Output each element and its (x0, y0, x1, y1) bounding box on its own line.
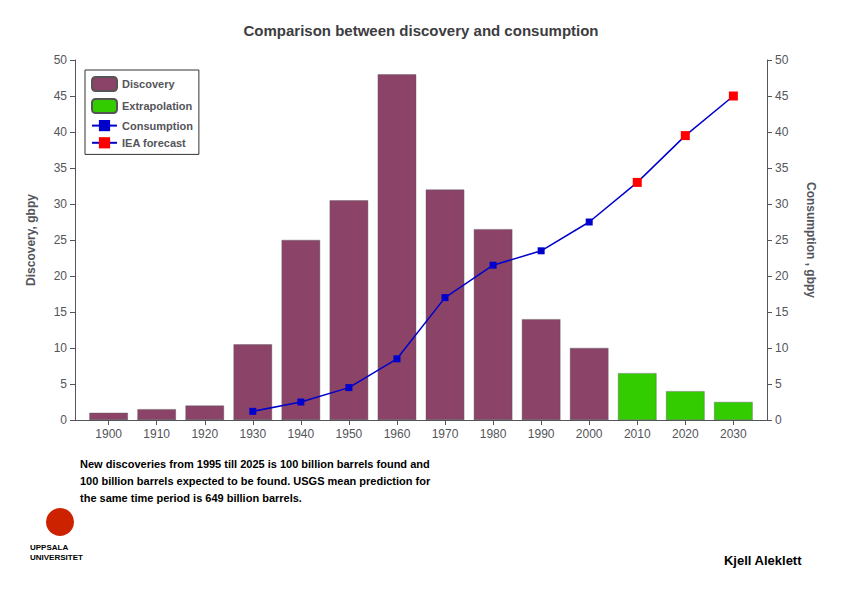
svg-text:New discoveries from 1995 till: New discoveries from 1995 till 2025 is 1… (80, 458, 430, 470)
svg-text:45: 45 (54, 89, 68, 103)
svg-text:Consumption , gbpy: Consumption , gbpy (804, 182, 818, 298)
svg-text:25: 25 (54, 233, 68, 247)
svg-text:50: 50 (775, 53, 789, 67)
svg-text:Comparison between discovery a: Comparison between discovery and consump… (243, 22, 598, 39)
svg-text:1980: 1980 (480, 427, 507, 441)
svg-text:10: 10 (54, 341, 68, 355)
svg-text:UPPSALA: UPPSALA (30, 543, 68, 552)
svg-text:2010: 2010 (624, 427, 651, 441)
svg-text:Extrapolation: Extrapolation (122, 100, 193, 112)
svg-text:5: 5 (775, 377, 782, 391)
svg-text:1990: 1990 (528, 427, 555, 441)
svg-text:35: 35 (54, 161, 68, 175)
svg-text:2000: 2000 (576, 427, 603, 441)
svg-text:30: 30 (54, 197, 68, 211)
svg-text:1940: 1940 (288, 427, 315, 441)
svg-text:1920: 1920 (191, 427, 218, 441)
svg-text:1910: 1910 (143, 427, 170, 441)
svg-text:20: 20 (54, 269, 68, 283)
svg-text:0: 0 (60, 413, 67, 427)
svg-text:Kjell Aleklett: Kjell Aleklett (724, 553, 802, 568)
svg-text:1970: 1970 (432, 427, 459, 441)
svg-text:45: 45 (775, 89, 789, 103)
svg-text:40: 40 (54, 125, 68, 139)
svg-text:50: 50 (54, 53, 68, 67)
svg-text:1950: 1950 (336, 427, 363, 441)
svg-text:0: 0 (775, 413, 782, 427)
svg-text:1960: 1960 (384, 427, 411, 441)
svg-text:1930: 1930 (239, 427, 266, 441)
svg-text:100 billion barrels expected t: 100 billion barrels expected to be found… (80, 475, 431, 487)
svg-text:40: 40 (775, 125, 789, 139)
svg-text:the same time period is 649 bi: the same time period is 649 billion barr… (80, 492, 302, 504)
svg-text:Discovery: Discovery (122, 78, 175, 90)
svg-text:2030: 2030 (720, 427, 747, 441)
svg-text:15: 15 (775, 305, 789, 319)
svg-text:2020: 2020 (672, 427, 699, 441)
svg-text:UNIVERSITET: UNIVERSITET (30, 553, 83, 562)
svg-text:5: 5 (60, 377, 67, 391)
svg-text:1900: 1900 (95, 427, 122, 441)
svg-text:Discovery, gbpy: Discovery, gbpy (24, 194, 38, 286)
svg-text:20: 20 (775, 269, 789, 283)
svg-text:IEA forecast: IEA forecast (122, 137, 186, 149)
svg-text:25: 25 (775, 233, 789, 247)
svg-text:30: 30 (775, 197, 789, 211)
svg-text:35: 35 (775, 161, 789, 175)
svg-text:Consumption: Consumption (122, 120, 193, 132)
svg-text:10: 10 (775, 341, 789, 355)
svg-text:15: 15 (54, 305, 68, 319)
